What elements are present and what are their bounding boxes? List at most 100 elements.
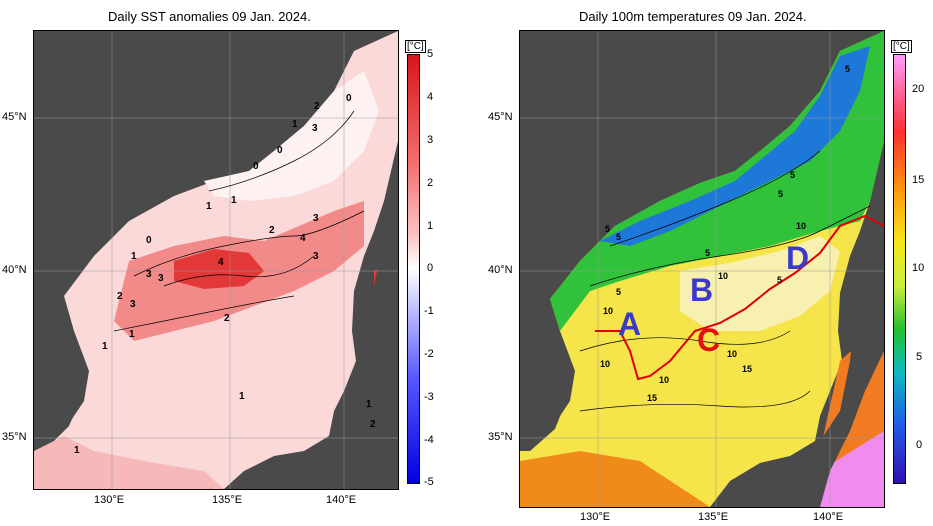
contour-label: 5 — [790, 170, 795, 180]
temperature-contour-labels: 5 5 5 5 5 5 5 10 10 5 10 10 10 15 10 15 — [600, 64, 850, 403]
right-panel-title: Daily 100m temperatures 09 Jan. 2024. — [579, 9, 807, 24]
right-colorbar-label: 5 — [916, 351, 923, 363]
left-colorbar-label: -4 — [424, 434, 434, 446]
contour-label: 5 — [705, 248, 710, 258]
region-label-d: D — [786, 240, 809, 276]
contour-label: 1 — [206, 201, 212, 212]
right-lat-tick: 45°N — [488, 111, 513, 123]
contour-label: 10 — [727, 349, 737, 359]
contour-label: 0 — [277, 145, 283, 156]
graticule — [520, 31, 884, 507]
right-colorbar-label: 10 — [912, 262, 925, 274]
sst-anomaly-map-svg: 0 2 1 3 0 0 1 1 2 3 4 3 0 1 4 3 3 2 3 1 … — [34, 31, 398, 489]
right-lat-tick: 40°N — [488, 264, 513, 276]
left-lon-tick: 130°E — [94, 494, 125, 506]
contour-label: 3 — [312, 123, 318, 134]
contour-label: 3 — [313, 251, 319, 262]
right-colorbar-label: 20 — [912, 83, 925, 95]
contour-label: 5 — [616, 287, 621, 297]
right-colorbar-label: 15 — [912, 174, 925, 186]
contour-label: 10 — [659, 375, 669, 385]
temperature-100m-map: 5 5 5 5 5 5 5 10 10 5 10 10 10 15 10 15 … — [519, 30, 885, 508]
temperature-contours — [579, 150, 871, 412]
contour-label: 0 — [346, 93, 352, 104]
contour-label: 3 — [158, 273, 164, 284]
left-colorbar-label: 0 — [427, 262, 434, 274]
anomaly-contour-labels: 0 2 1 3 0 0 1 1 2 3 4 3 0 1 4 3 3 2 3 1 … — [74, 93, 376, 456]
contour-label: 2 — [269, 225, 275, 236]
left-colorbar-label: -5 — [424, 476, 434, 488]
contour-label: 1 — [231, 195, 237, 206]
contour-label: 3 — [146, 269, 152, 280]
contour-label: 5 — [778, 189, 783, 199]
warm-anomaly-core — [174, 249, 264, 289]
left-colorbar-label: 2 — [427, 177, 434, 189]
south-sea-area — [34, 436, 224, 489]
right-lon-tick: 130°E — [580, 511, 611, 523]
contour-label: 3 — [130, 299, 136, 310]
korea-land — [34, 321, 84, 451]
left-colorbar-label: 4 — [427, 91, 434, 103]
left-panel-title: Daily SST anomalies 09 Jan. 2024. — [108, 9, 311, 24]
contour-label: 5 — [616, 232, 621, 242]
contour-label: 1 — [366, 399, 372, 410]
contour-label: 5 — [605, 224, 610, 234]
contour-label: 5 — [845, 64, 850, 74]
contour-label: 1 — [131, 251, 137, 262]
temperature-100m-map-svg: 5 5 5 5 5 5 5 10 10 5 10 10 10 15 10 15 … — [520, 31, 884, 507]
contour-label: 10 — [603, 306, 613, 316]
polar-front-line — [595, 214, 884, 381]
contour-label: 1 — [239, 391, 245, 402]
right-colorbar-label: 0 — [916, 439, 923, 451]
contour-label: 2 — [314, 101, 320, 112]
left-colorbar-label: 1 — [427, 220, 434, 232]
left-colorbar-label: 5 — [427, 48, 434, 60]
near-zero-anomaly-area — [204, 71, 379, 201]
left-lat-tick: 35°N — [2, 431, 27, 443]
contour-label: 10 — [796, 221, 806, 231]
region-labels: A B C D — [618, 240, 809, 358]
warmest-water — [810, 431, 884, 507]
contour-label: 3 — [313, 213, 319, 224]
intermediate-water — [550, 31, 884, 331]
region-label-a: A — [618, 306, 641, 342]
contour-label: 1 — [129, 329, 135, 340]
korea-land — [520, 323, 570, 451]
region-label-b: B — [690, 272, 713, 308]
left-lon-tick: 135°E — [212, 494, 243, 506]
right-lat-tick: 35°N — [488, 431, 513, 443]
contour-label: 1 — [102, 341, 108, 352]
contour-label: 0 — [253, 161, 259, 172]
cold-water — [600, 46, 870, 246]
contour-label: 4 — [218, 257, 224, 268]
left-lon-tick: 140°E — [326, 494, 357, 506]
contour-label: 2 — [117, 291, 123, 302]
contour-label: 10 — [600, 359, 610, 369]
left-colorbar-unit: [°C] — [405, 40, 426, 53]
japan-land — [735, 161, 884, 507]
anomaly-contours — [113, 110, 365, 332]
graticule — [34, 31, 398, 489]
sst-anomaly-colorbar — [407, 54, 420, 484]
right-lon-tick: 135°E — [698, 511, 729, 523]
contour-label: 1 — [74, 445, 80, 456]
sst-anomaly-map: 0 2 1 3 0 0 1 1 2 3 4 3 0 1 4 3 3 2 3 1 … — [33, 30, 399, 490]
contour-label: 0 — [146, 235, 152, 246]
left-lat-tick: 45°N — [2, 111, 27, 123]
warm-pocket — [680, 236, 840, 331]
south-warm-water — [520, 451, 710, 507]
right-lon-tick: 140°E — [813, 511, 844, 523]
left-colorbar-label: 3 — [427, 134, 434, 146]
contour-label: 15 — [742, 364, 752, 374]
japan-land — [254, 151, 398, 489]
contour-label: 10 — [718, 271, 728, 281]
left-colorbar-label: -1 — [424, 305, 434, 317]
left-colorbar-label: -3 — [424, 391, 434, 403]
region-label-c: C — [697, 322, 720, 358]
contour-label: 2 — [224, 313, 230, 324]
contour-label: 4 — [300, 233, 306, 244]
contour-label: 5 — [777, 275, 782, 285]
left-colorbar-label: -2 — [424, 348, 434, 360]
contour-label: 1 — [292, 119, 298, 130]
contour-label: 2 — [370, 419, 376, 430]
